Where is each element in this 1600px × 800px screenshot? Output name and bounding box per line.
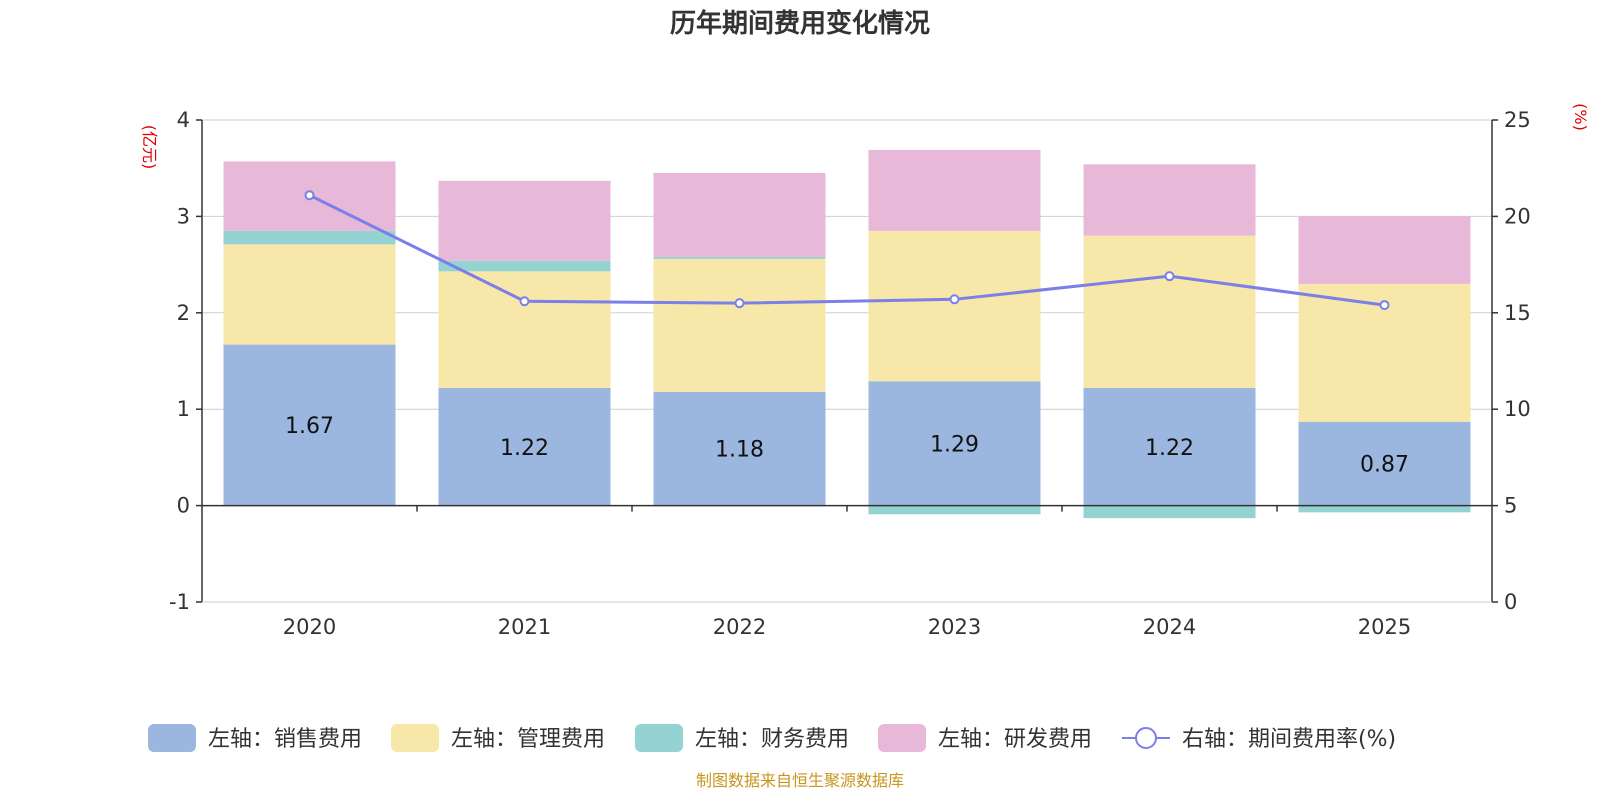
chart-title: 历年期间费用变化情况: [670, 8, 930, 39]
rate-point-2022: [734, 298, 745, 309]
left-axis-tick-label: 0: [177, 494, 190, 518]
left-axis-tick-label: -1: [169, 590, 190, 614]
left-axis-tick-label: 4: [177, 108, 190, 132]
legend-label: 左轴：研发费用: [938, 727, 1092, 752]
bar-3-2023: [868, 149, 1041, 231]
bar-3-2022: [653, 173, 826, 257]
bar-3-2024: [1083, 164, 1256, 236]
right-axis-tick-label: 10: [1504, 397, 1531, 421]
bar-1-2024: [1083, 235, 1256, 388]
legend-label: 左轴：财务费用: [695, 727, 849, 752]
left-axis-tick-label: 2: [177, 301, 190, 325]
right-axis-unit: (%): [1571, 103, 1590, 131]
bar-0-2022: [653, 391, 826, 506]
bar-2-2024: [1083, 505, 1256, 519]
x-axis-label: 2022: [713, 615, 766, 639]
x-axis-label: 2024: [1143, 615, 1196, 639]
bar-2-2021: [438, 260, 611, 272]
legend-swatch-1: [391, 724, 439, 752]
right-axis-tick-label: 15: [1504, 301, 1531, 325]
bar-3-2021: [438, 180, 611, 261]
x-axis-label: 2025: [1358, 615, 1411, 639]
legend-label: 右轴：期间费用率(%): [1182, 727, 1396, 752]
x-axis-label: 2021: [498, 615, 551, 639]
legend-label: 左轴：销售费用: [208, 727, 362, 752]
x-axis-label: 2023: [928, 615, 981, 639]
right-axis-tick-label: 20: [1504, 204, 1531, 228]
rate-point-2024: [1164, 271, 1175, 282]
rate-line-path: [308, 193, 1385, 307]
legend-line-marker: [1135, 727, 1157, 749]
rate-line: [304, 190, 1390, 311]
rate-point-2023: [949, 294, 960, 305]
rate-point-2021: [519, 296, 530, 307]
bar-value-label: 0.87: [1360, 453, 1409, 478]
bar-value-label: 1.18: [715, 438, 764, 463]
data-source-note: 制图数据来自恒生聚源数据库: [696, 771, 904, 790]
bar-2-2020: [223, 230, 396, 245]
bar-value-label: 1.29: [930, 432, 979, 457]
bar-3-2025: [1298, 216, 1471, 284]
legend: 左轴：销售费用 左轴：管理费用 左轴：财务费用 左轴：研发费用 右轴：期间费用率(%): [148, 724, 1396, 752]
bar-0-2023: [868, 381, 1041, 506]
right-axis-tick-label: 25: [1504, 108, 1531, 132]
bar-labels: 1.67 1.22 1.18 1.29 1.22 0.87: [285, 414, 1409, 478]
rate-point-2020: [304, 190, 315, 201]
right-axis-tick-label: 0: [1504, 590, 1517, 614]
bar-0-2020: [223, 344, 396, 506]
bars: [223, 149, 1471, 519]
left-axis-tick-label: 3: [177, 204, 190, 228]
right-axis-tick-label: 5: [1504, 494, 1517, 518]
legend-label: 左轴：管理费用: [451, 727, 605, 752]
rate-point-2025: [1379, 300, 1390, 311]
bar-1-2020: [223, 244, 396, 345]
bar-value-label: 1.22: [1145, 436, 1194, 461]
left-axis-tick-label: 1: [177, 397, 190, 421]
bar-1-2023: [868, 230, 1041, 382]
bar-0-2025: [1298, 421, 1471, 506]
bar-value-label: 1.67: [285, 414, 334, 439]
legend-swatch-3: [878, 724, 926, 752]
bar-0-2021: [438, 387, 611, 506]
x-axis-label: 2020: [283, 615, 336, 639]
bar-2-2022: [653, 256, 826, 259]
bar-value-label: 1.22: [500, 436, 549, 461]
bar-2-2023: [868, 505, 1041, 515]
bar-1-2021: [438, 271, 611, 388]
legend-swatch-0: [148, 724, 196, 752]
bar-2-2025: [1298, 505, 1471, 513]
bar-0-2024: [1083, 387, 1256, 506]
legend-swatch-2: [635, 724, 683, 752]
left-axis-unit: (亿元): [140, 125, 159, 170]
bar-1-2022: [653, 258, 826, 392]
